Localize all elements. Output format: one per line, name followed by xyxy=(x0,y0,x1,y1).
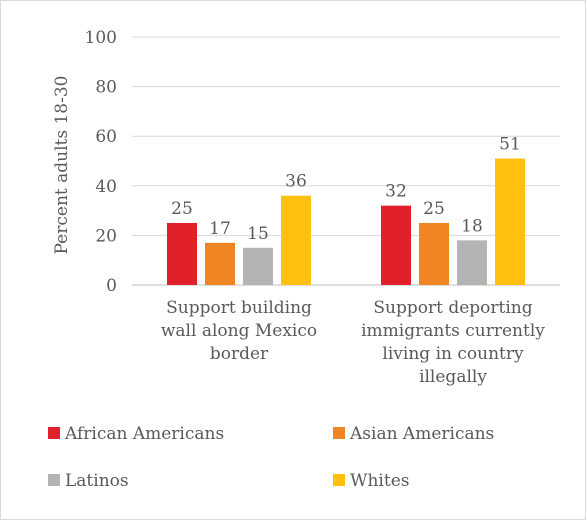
bars xyxy=(167,158,525,285)
bar xyxy=(495,158,525,285)
data-labels: 25 17 15 36 32 25 18 51 xyxy=(171,135,521,244)
data-label: 25 xyxy=(423,199,445,219)
bar xyxy=(457,240,487,285)
y-tick-label: 20 xyxy=(95,226,117,246)
legend-swatch xyxy=(48,427,60,439)
legend-label: African Americans xyxy=(64,424,224,444)
data-label: 15 xyxy=(247,224,269,244)
y-tick-label: 40 xyxy=(95,177,117,197)
category-label: Support deporting xyxy=(373,298,532,318)
bar xyxy=(381,205,411,285)
legend-label: Whites xyxy=(350,471,409,491)
bar xyxy=(243,247,273,285)
data-label: 18 xyxy=(461,216,483,236)
data-label: 17 xyxy=(209,219,231,239)
legend-item: African Americans xyxy=(48,424,224,444)
bar xyxy=(419,223,449,285)
y-tick-label: 80 xyxy=(95,78,117,98)
legend: African Americans Asian Americans Latinos W… xyxy=(48,424,494,491)
category-label: living in country xyxy=(382,344,524,364)
legend-swatch xyxy=(333,427,345,439)
gridlines xyxy=(132,36,560,286)
legend-item: Latinos xyxy=(48,471,129,491)
category-label: immigrants currently xyxy=(361,321,545,341)
data-label: 36 xyxy=(285,172,307,192)
y-tick-label: 0 xyxy=(106,276,117,296)
legend-item: Asian Americans xyxy=(333,424,494,444)
category-label: illegally xyxy=(419,367,487,387)
bar xyxy=(281,195,311,285)
y-axis-ticks: 0 20 40 60 80 100 xyxy=(85,28,117,296)
category-label: wall along Mexico xyxy=(161,321,317,341)
legend-swatch xyxy=(48,474,60,486)
data-label: 51 xyxy=(499,135,521,155)
legend-label: Latinos xyxy=(65,471,129,491)
y-tick-label: 100 xyxy=(85,28,117,48)
data-label: 32 xyxy=(385,182,407,202)
category-label: Support building xyxy=(166,298,312,318)
y-tick-label: 60 xyxy=(95,127,117,147)
legend-label: Asian Americans xyxy=(349,424,494,444)
bar xyxy=(205,242,235,285)
legend-item: Whites xyxy=(333,471,409,491)
y-axis-label: Percent adults 18-30 xyxy=(52,76,72,255)
legend-swatch xyxy=(333,474,345,486)
bar xyxy=(167,223,197,285)
category-labels: Support building wall along Mexico border S… xyxy=(161,298,545,387)
category-label: border xyxy=(210,344,269,364)
data-label: 25 xyxy=(171,199,193,219)
